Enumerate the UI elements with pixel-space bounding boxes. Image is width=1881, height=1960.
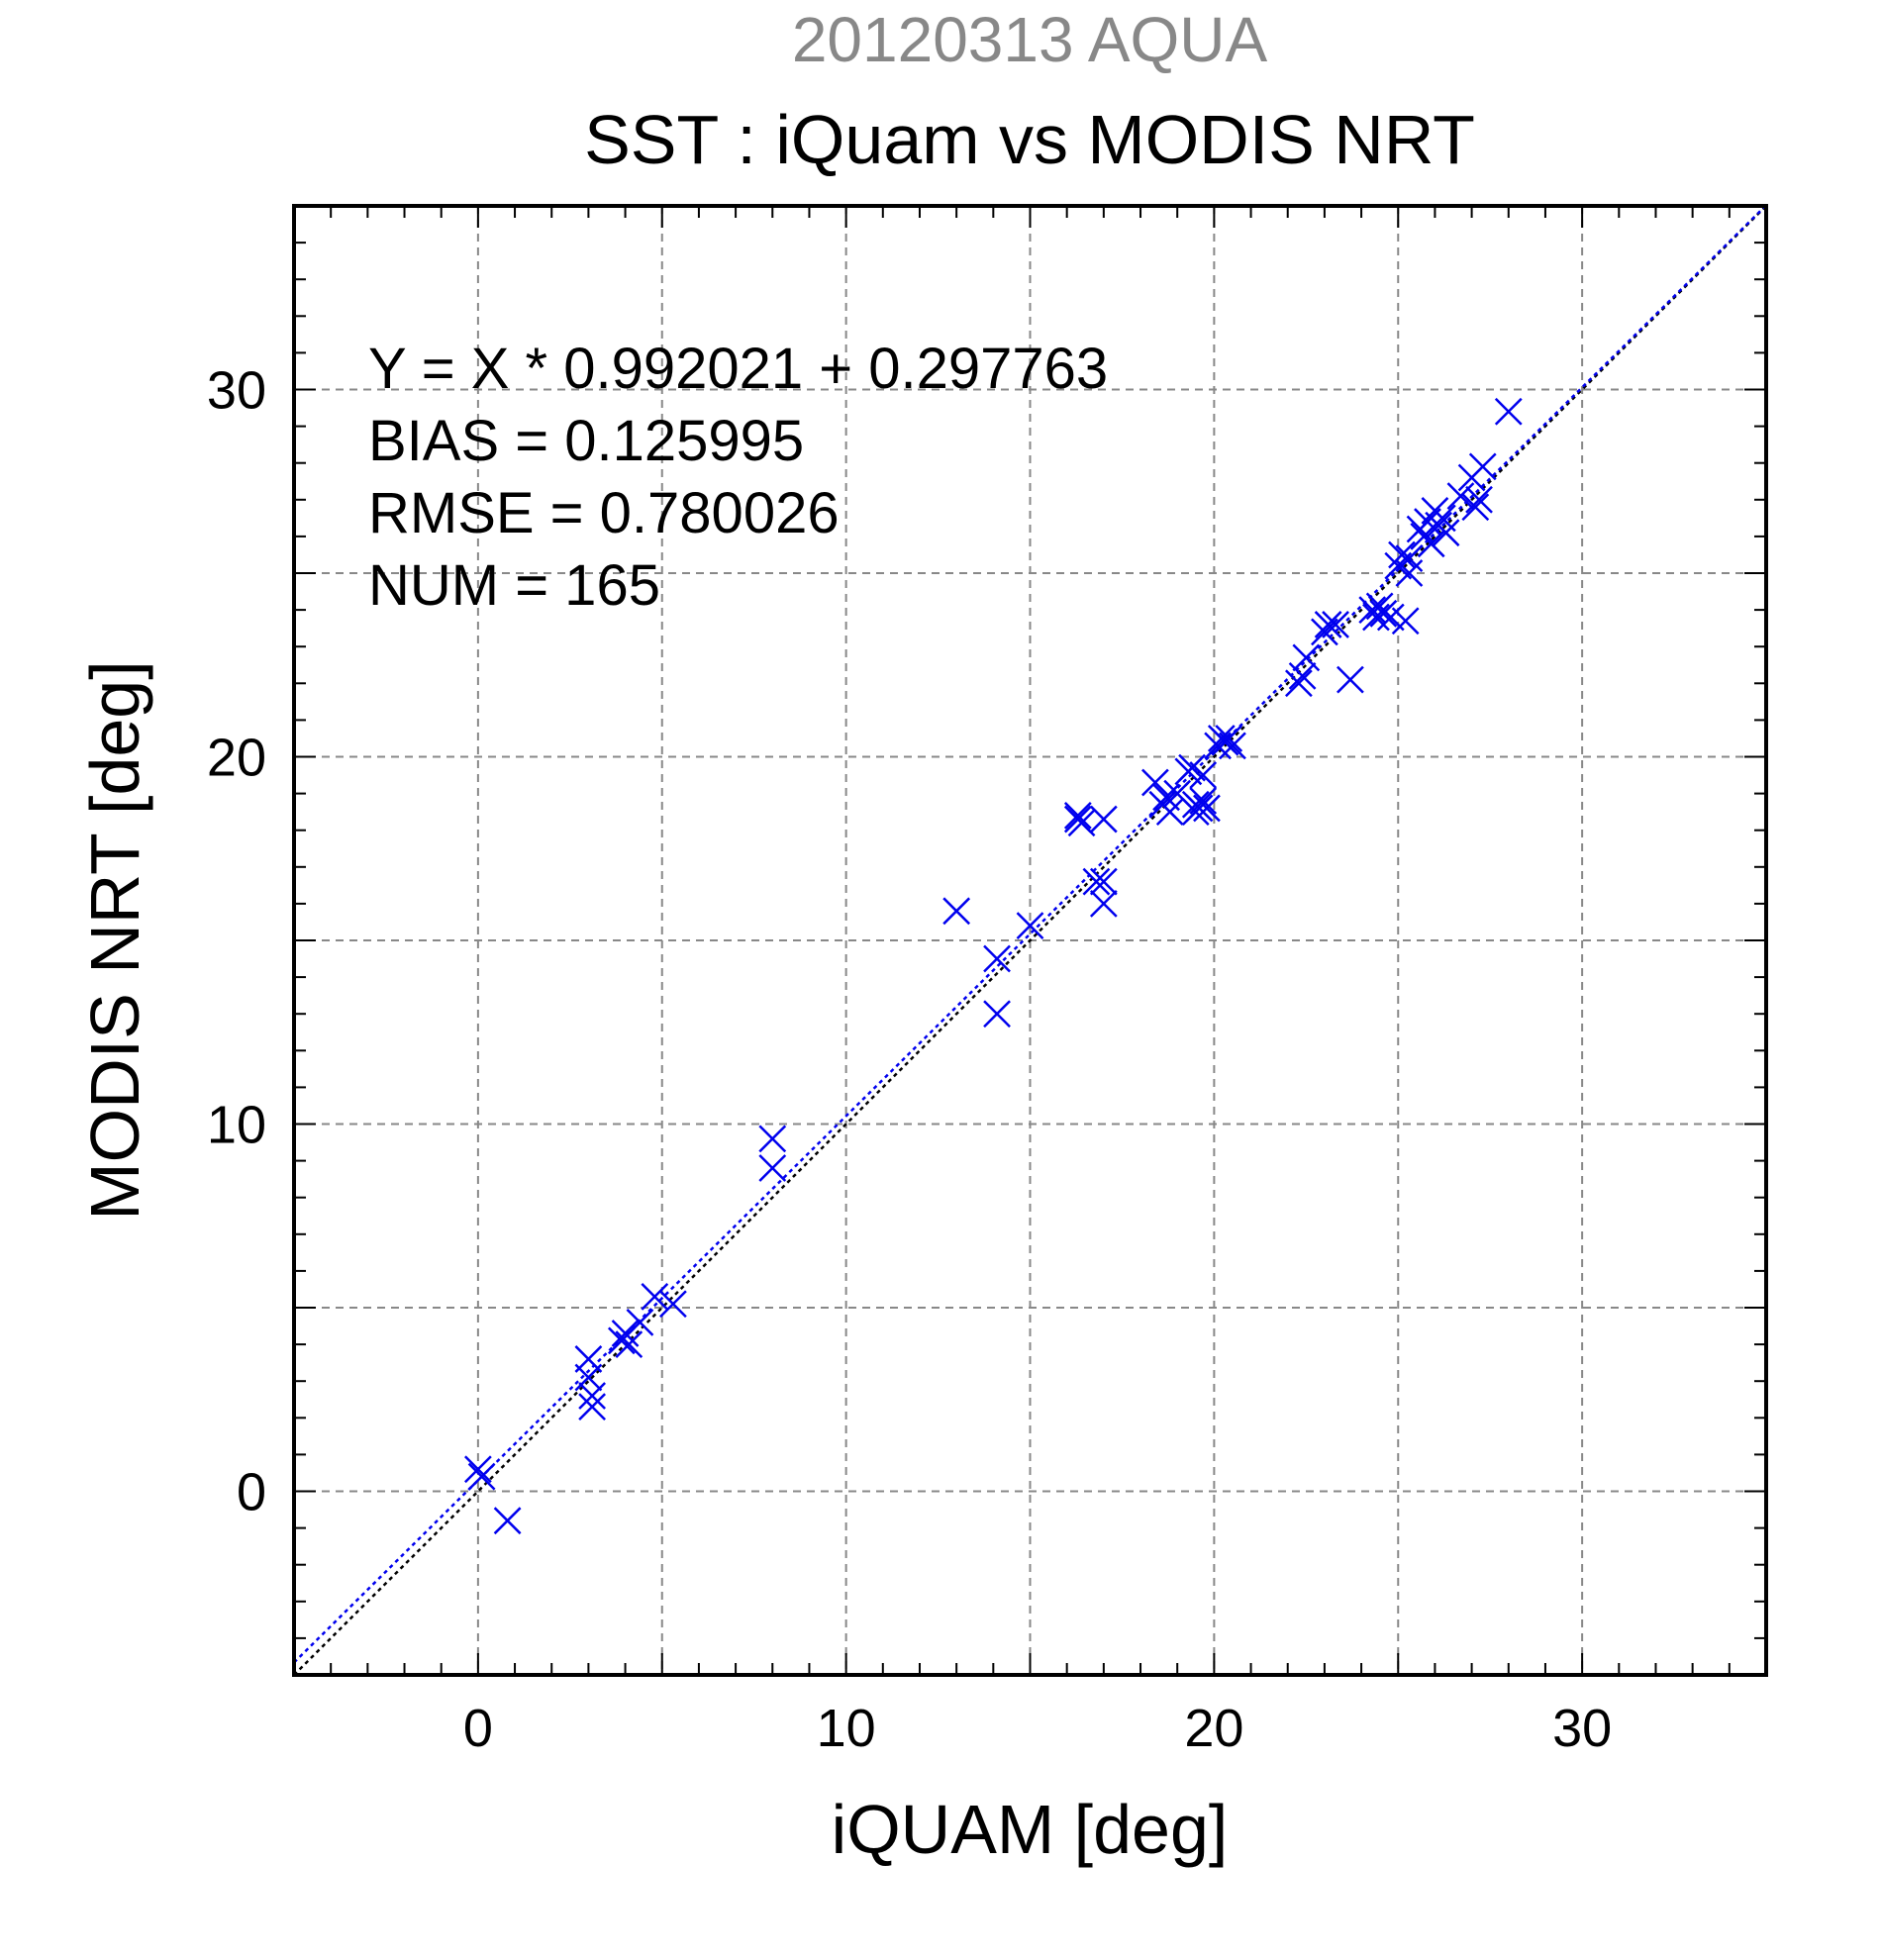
data-point: [611, 1320, 640, 1347]
data-point: [1369, 599, 1398, 628]
data-point: [1219, 732, 1246, 760]
data-point: [1465, 485, 1493, 514]
data-point: [1395, 544, 1424, 573]
data-point: [641, 1282, 669, 1311]
chart-supertitle: 20120313 AQUA: [792, 4, 1268, 75]
data-point: [659, 1290, 687, 1319]
data-point: [1089, 867, 1118, 896]
data-point: [467, 1462, 496, 1491]
data-point: [1063, 801, 1092, 830]
data-point: [1288, 661, 1317, 690]
data-point: [983, 944, 1011, 973]
data-point: [1155, 798, 1184, 827]
x-tick-labels: 0 10 20 30: [463, 1699, 1612, 1758]
data-point: [942, 897, 971, 926]
data-point: [1358, 596, 1387, 624]
stats-line: NUM = 165: [368, 553, 660, 618]
data-point: [626, 1308, 654, 1336]
y-tick-label: 0: [237, 1463, 266, 1522]
y-axis-label: MODIS NRT [deg]: [76, 660, 153, 1220]
data-point: [1336, 665, 1364, 694]
data-point: [1067, 809, 1096, 837]
data-point: [983, 1000, 1011, 1029]
data-point: [1362, 603, 1390, 632]
data-point: [1141, 768, 1169, 797]
data-point: [1215, 725, 1243, 752]
data-point: [1193, 794, 1221, 823]
data-point: [1395, 559, 1424, 587]
x-tick-label: 10: [817, 1699, 876, 1758]
data-point: [1089, 805, 1118, 833]
data-point: [1322, 611, 1349, 638]
data-point: [574, 1363, 603, 1392]
y-tick-label: 20: [207, 729, 266, 788]
data-point: [1016, 912, 1044, 940]
data-point: [1432, 519, 1460, 547]
data-point: [1417, 530, 1445, 558]
data-point: [578, 1382, 607, 1410]
plot-frame: [292, 204, 1768, 1677]
x-tick-label: 0: [463, 1699, 493, 1758]
data-point: [1461, 493, 1490, 522]
data-point: [463, 1455, 492, 1484]
stats-line: BIAS = 0.125995: [368, 409, 804, 473]
data-point: [1284, 669, 1313, 698]
data-point: [1446, 482, 1475, 510]
stats-line: RMSE = 0.780026: [368, 481, 840, 545]
data-point: [578, 1393, 607, 1421]
data-point: [1391, 607, 1420, 636]
chart-title: SST : iQuam vs MODIS NRT: [584, 101, 1475, 178]
x-tick-label: 30: [1552, 1699, 1612, 1758]
stats-annotations: Y = X * 0.992021 + 0.297763 BIAS = 0.1259…: [368, 337, 1108, 618]
data-point: [1314, 611, 1342, 638]
data-point: [758, 1125, 787, 1153]
x-tick-label: 20: [1184, 1699, 1243, 1758]
stats-line: Y = X * 0.992021 + 0.297763: [368, 337, 1108, 401]
data-point: [1189, 761, 1218, 789]
data-point: [1388, 540, 1416, 569]
data-point: [1494, 397, 1523, 426]
y-tick-labels: 0 10 20 30: [207, 361, 266, 1522]
data-point: [758, 1154, 787, 1182]
data-point: [493, 1507, 522, 1535]
data-point: [1089, 890, 1118, 918]
data-point: [1292, 643, 1321, 672]
y-tick-label: 30: [207, 361, 266, 421]
data-point: [615, 1330, 644, 1358]
data-point: [1082, 867, 1111, 896]
data-point: [1189, 787, 1218, 815]
y-tick-label: 10: [207, 1096, 266, 1155]
data-point: [1185, 794, 1214, 823]
data-point: [1468, 452, 1497, 481]
scatter-points: [463, 397, 1523, 1535]
identity-line: [293, 205, 1767, 1676]
reference-lines: [293, 204, 1767, 1676]
x-axis-label: iQUAM [deg]: [832, 1791, 1229, 1868]
